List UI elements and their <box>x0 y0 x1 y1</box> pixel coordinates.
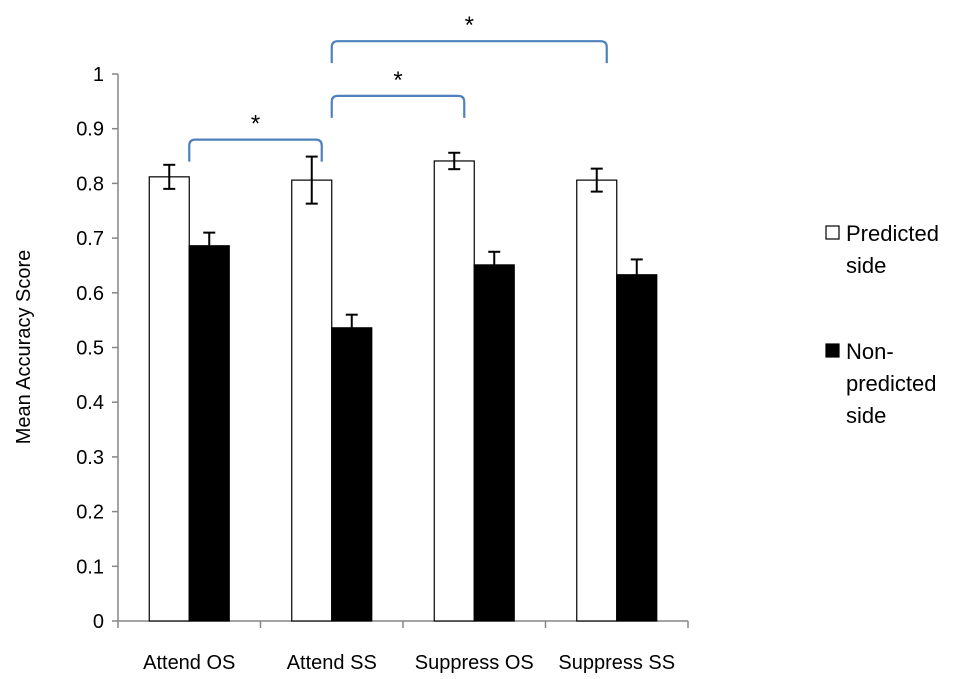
y-tick-label: 0.7 <box>76 228 104 250</box>
legend-label: Non- <box>846 339 894 364</box>
y-tick-label: 0.8 <box>76 173 104 195</box>
bar <box>148 176 190 622</box>
y-tick-label: 0.6 <box>76 283 104 305</box>
legend-label: side <box>846 403 886 428</box>
y-axis: 0 0.1 0.2 0.3 0.4 0.5 0.6 0.7 0.8 0.9 1 <box>76 64 119 633</box>
y-tick-label: 0 <box>93 611 104 633</box>
y-tick-label: 1 <box>93 64 104 86</box>
significance-bracket <box>330 94 466 118</box>
legend-swatch <box>825 225 840 240</box>
significance-brackets: * * * <box>188 12 608 162</box>
significance-label: * <box>465 12 474 39</box>
significance-label: * <box>393 67 402 94</box>
significance-bracket <box>330 40 608 64</box>
bars <box>148 160 658 622</box>
x-tick-label: Suppress SS <box>558 652 675 674</box>
bar <box>331 327 373 622</box>
bar <box>188 245 230 622</box>
significance-bracket <box>188 138 323 162</box>
x-tick-label: Attend OS <box>143 652 235 674</box>
legend-swatch <box>825 343 840 358</box>
legend-label: side <box>846 253 886 278</box>
y-tick-label: 0.2 <box>76 502 104 524</box>
y-tick-label: 0.5 <box>76 338 104 360</box>
significance-label: * <box>251 111 260 138</box>
y-tick-label: 0.1 <box>76 556 104 578</box>
error-bars <box>163 151 643 342</box>
y-axis-label: Mean Accuracy Score <box>13 250 35 445</box>
x-tick-label: Suppress OS <box>415 652 534 674</box>
legend: Predicted side Non-predicted side <box>825 221 939 428</box>
bar <box>291 179 333 622</box>
bar <box>576 179 618 622</box>
x-axis: Attend OS Attend SS Suppress OS Suppress SS <box>117 620 689 674</box>
bar <box>473 264 515 622</box>
y-tick-label: 0.9 <box>76 119 104 141</box>
y-tick-label: 0.3 <box>76 447 104 469</box>
bar <box>433 160 475 622</box>
x-tick-label: Attend SS <box>287 652 377 674</box>
bar <box>616 274 658 622</box>
y-tick-label: 0.4 <box>76 392 104 414</box>
legend-label: Predicted <box>846 221 939 246</box>
legend-label: predicted <box>846 371 937 396</box>
